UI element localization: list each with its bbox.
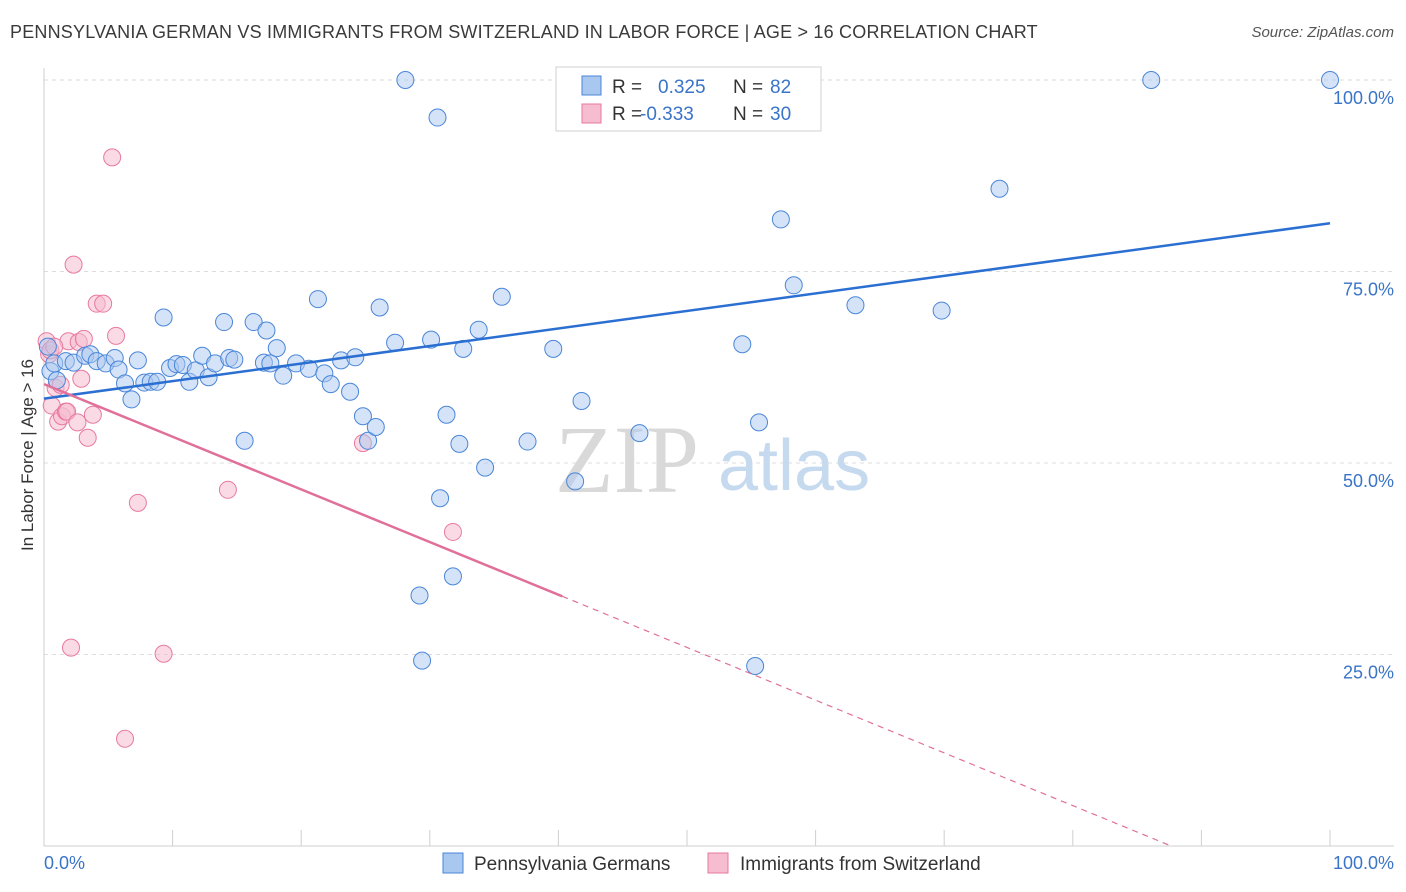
- stats-blue-r-label: R =: [612, 77, 642, 98]
- blue-point: [410, 586, 429, 605]
- blue-trend-line: [43, 222, 1331, 400]
- blue-point: [308, 290, 327, 309]
- pink-trend-line: [43, 382, 563, 598]
- y-tick-label: 100.0%: [1333, 88, 1394, 108]
- pink-point: [443, 522, 462, 541]
- blue-point: [396, 71, 415, 89]
- legend-blue-label: Pennsylvania Germans: [474, 854, 670, 875]
- blue-point: [572, 391, 591, 410]
- blue-point: [437, 405, 456, 424]
- blue-point: [215, 313, 234, 332]
- pink-point: [78, 428, 97, 447]
- watermark-atlas: atlas: [718, 426, 870, 506]
- blue-point: [492, 287, 511, 306]
- blue-point: [1142, 71, 1161, 89]
- pink-point: [218, 480, 237, 499]
- legend: Pennsylvania Germans Immigrants from Swi…: [442, 852, 981, 875]
- chart-source: Source: ZipAtlas.com: [1251, 24, 1394, 41]
- blue-point: [359, 431, 378, 450]
- legend-pink-swatch: [707, 852, 729, 874]
- blue-point: [544, 339, 563, 358]
- axes: [43, 68, 1394, 847]
- y-tick-label: 75.0%: [1343, 280, 1394, 300]
- pink-point: [72, 369, 91, 388]
- stats-pink-n-value: 30: [770, 104, 791, 125]
- trend-lines: [43, 222, 1331, 847]
- blue-point: [38, 337, 57, 356]
- stats-pink-r-label: R =: [612, 104, 642, 125]
- stats-blue-swatch: [581, 75, 602, 96]
- blue-point: [630, 424, 649, 443]
- pink-point: [62, 638, 81, 657]
- blue-point: [154, 308, 173, 327]
- blue-point: [431, 489, 450, 508]
- stats-blue-n-label: N =: [733, 77, 763, 98]
- blue-point: [341, 382, 360, 401]
- stats-pink-swatch: [581, 103, 602, 124]
- blue-point: [469, 320, 488, 339]
- blue-point: [386, 333, 405, 352]
- stats-box: R = 0.325 N = 82 R = -0.333 N = 30: [555, 66, 822, 132]
- y-tick-labels: 25.0% 50.0% 75.0% 100.0%: [1333, 88, 1394, 683]
- blue-point: [353, 407, 372, 426]
- blue-point: [1321, 71, 1339, 89]
- blue-point: [128, 351, 147, 370]
- chart-title: PENNSYLVANIA GERMAN VS IMMIGRANTS FROM S…: [10, 22, 1038, 42]
- grid: [44, 79, 1394, 655]
- blue-point: [450, 434, 469, 453]
- stats-blue-r-value: 0.325: [658, 77, 706, 98]
- stats-pink-r-value: -0.333: [640, 104, 694, 125]
- blue-point: [413, 651, 432, 670]
- legend-blue-swatch: [442, 852, 464, 874]
- y-tick-label: 25.0%: [1343, 663, 1394, 683]
- pink-point: [116, 729, 135, 748]
- blue-point: [370, 298, 389, 317]
- blue-point: [746, 656, 765, 675]
- x-tick-label-right: 100.0%: [1333, 853, 1394, 873]
- pink-point: [64, 255, 83, 274]
- blue-point: [784, 276, 803, 295]
- y-axis-title: In Labor Force | Age > 16: [18, 359, 37, 551]
- blue-point: [422, 330, 441, 349]
- blue-point: [244, 313, 263, 332]
- legend-pink-label: Immigrants from Switzerland: [740, 854, 981, 875]
- blue-point: [321, 375, 340, 394]
- y-tick-label: 50.0%: [1343, 471, 1394, 491]
- watermark: ZIP atlas: [555, 406, 870, 513]
- blue-point: [750, 413, 769, 432]
- blue-point: [443, 567, 462, 586]
- blue-point: [257, 321, 276, 340]
- pink-point: [83, 405, 102, 424]
- pink-point: [154, 644, 173, 663]
- pink-trend-extension: [562, 595, 1172, 847]
- blue-point: [122, 390, 141, 409]
- pink-point: [107, 326, 126, 345]
- blue-point: [518, 432, 537, 451]
- blue-point: [932, 301, 951, 320]
- pink-point: [128, 493, 147, 512]
- watermark-zip: ZIP: [555, 406, 699, 513]
- x-tick-label-left: 0.0%: [44, 853, 85, 873]
- blue-point: [771, 210, 790, 229]
- blue-point: [733, 335, 752, 354]
- blue-point: [225, 350, 244, 369]
- stats-blue-n-value: 82: [770, 77, 791, 98]
- blue-point: [566, 472, 585, 491]
- stats-pink-n-label: N =: [733, 104, 763, 125]
- pink-point: [103, 148, 122, 167]
- blue-point: [366, 417, 385, 436]
- pink-point: [74, 329, 93, 348]
- pink-point: [68, 413, 87, 432]
- blue-point: [476, 458, 495, 477]
- blue-point: [267, 339, 286, 358]
- pink-point: [94, 294, 113, 313]
- blue-point: [846, 296, 865, 315]
- blue-point: [990, 179, 1009, 198]
- blue-point: [428, 108, 447, 127]
- blue-point: [274, 366, 293, 385]
- blue-point: [235, 431, 254, 450]
